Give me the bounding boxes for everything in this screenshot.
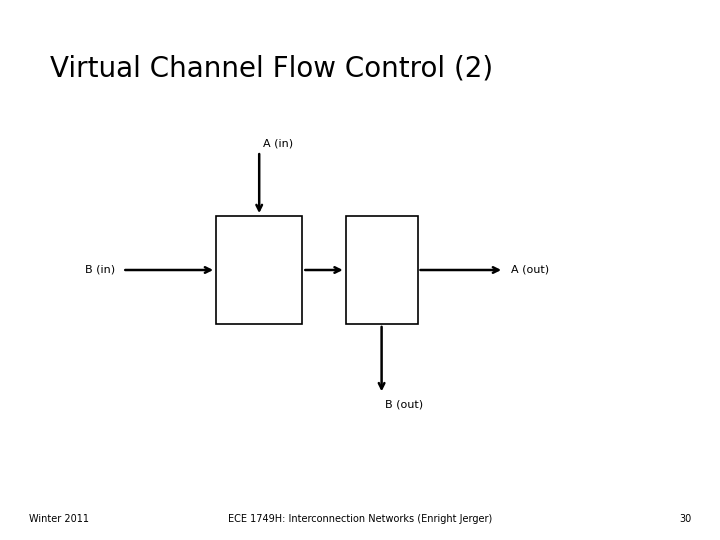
Text: 30: 30 — [679, 514, 691, 524]
Bar — [346, 216, 418, 324]
Bar — [216, 216, 302, 324]
Text: Winter 2011: Winter 2011 — [29, 514, 89, 524]
Text: B (out): B (out) — [385, 400, 423, 410]
Text: ECE 1749H: Interconnection Networks (Enright Jerger): ECE 1749H: Interconnection Networks (Enr… — [228, 514, 492, 524]
Text: A (in): A (in) — [263, 138, 293, 149]
Text: Virtual Channel Flow Control (2): Virtual Channel Flow Control (2) — [50, 54, 493, 82]
Text: B (in): B (in) — [85, 265, 115, 275]
Text: A (out): A (out) — [511, 265, 549, 275]
